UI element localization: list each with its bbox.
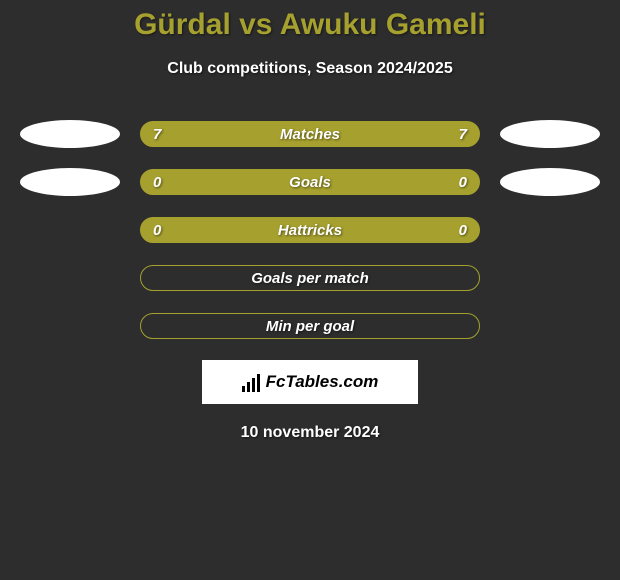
stat-row: Goals per match xyxy=(0,264,620,292)
stat-row: 0 Goals 0 xyxy=(0,168,620,196)
stat-label: Hattricks xyxy=(278,222,342,239)
page-title: Gürdal vs Awuku Gameli xyxy=(0,8,620,42)
stat-bar: 7 Matches 7 xyxy=(140,121,480,147)
stat-label: Min per goal xyxy=(266,318,354,335)
stat-rows: 7 Matches 7 0 Goals 0 0 Hattricks 0 Goals per mat… xyxy=(0,120,620,340)
comparison-card: Gürdal vs Awuku Gameli Club competitions… xyxy=(0,0,620,442)
stat-label: Goals per match xyxy=(251,270,369,287)
stat-value-right: 0 xyxy=(459,222,467,239)
stat-row: Min per goal xyxy=(0,312,620,340)
stat-value-left: 0 xyxy=(153,174,161,191)
player-oval-left xyxy=(20,120,120,148)
player-oval-left xyxy=(20,168,120,196)
player-oval-right xyxy=(500,120,600,148)
stat-value-left: 7 xyxy=(153,126,161,143)
stat-bar: Goals per match xyxy=(140,265,480,291)
player-oval-right xyxy=(500,168,600,196)
chart-icon xyxy=(242,372,260,392)
brand-badge[interactable]: FcTables.com xyxy=(202,360,418,404)
stat-value-right: 7 xyxy=(459,126,467,143)
stat-bar: 0 Goals 0 xyxy=(140,169,480,195)
stat-value-left: 0 xyxy=(153,222,161,239)
subtitle: Club competitions, Season 2024/2025 xyxy=(0,60,620,78)
stat-value-right: 0 xyxy=(459,174,467,191)
stat-row: 0 Hattricks 0 xyxy=(0,216,620,244)
stat-row: 7 Matches 7 xyxy=(0,120,620,148)
date-label: 10 november 2024 xyxy=(0,424,620,442)
stat-bar: Min per goal xyxy=(140,313,480,339)
stat-label: Matches xyxy=(280,126,340,143)
stat-bar: 0 Hattricks 0 xyxy=(140,217,480,243)
stat-label: Goals xyxy=(289,174,331,191)
brand-text: FcTables.com xyxy=(266,372,379,392)
